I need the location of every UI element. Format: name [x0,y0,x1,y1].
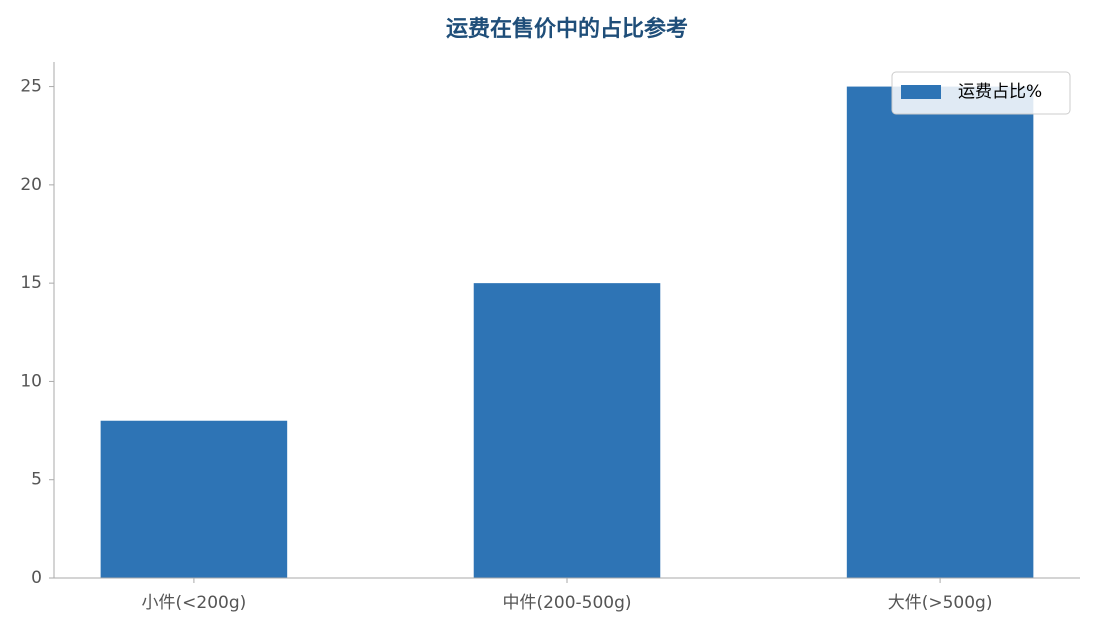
x-tick-label: 小件(<200g) [142,593,247,613]
y-tick-label: 15 [20,273,42,293]
legend-label: 运费占比% [958,82,1042,102]
x-tick-label: 中件(200-500g) [502,593,631,613]
y-tick-label: 5 [31,470,42,490]
bar [846,86,1034,579]
legend-box [891,71,1071,115]
chart-title: 运费在售价中的占比参考 [446,16,688,42]
x-tick-label: 大件(>500g) [888,593,993,613]
y-tick-label: 25 [20,77,42,97]
y-tick-label: 10 [20,371,42,391]
legend: 运费占比% [891,71,1071,115]
bar [100,420,288,578]
y-tick-label: 20 [20,175,42,195]
y-tick-label: 0 [31,568,42,588]
legend-swatch [901,85,941,99]
bar [473,283,661,578]
